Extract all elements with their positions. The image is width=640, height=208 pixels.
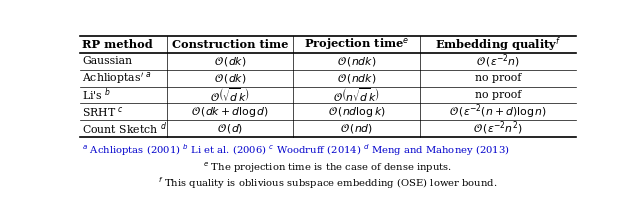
Text: $\mathcal{O}\,(nd)$: $\mathcal{O}\,(nd)$ (340, 122, 373, 135)
Text: $\mathcal{O}\left(\sqrt{d}k\right)$: $\mathcal{O}\left(\sqrt{d}k\right)$ (210, 87, 250, 104)
Text: SRHT $^c$: SRHT $^c$ (83, 105, 125, 119)
Text: $\mathcal{O}\,(ndk)$: $\mathcal{O}\,(ndk)$ (337, 72, 376, 85)
Text: RP method: RP method (83, 39, 153, 50)
Text: Projection time$^e$: Projection time$^e$ (304, 37, 409, 52)
Text: $^e$ The projection time is the case of dense inputs.: $^e$ The projection time is the case of … (204, 160, 452, 175)
Text: Count Sketch $^d$: Count Sketch $^d$ (83, 120, 168, 137)
Text: $\mathcal{O}\,(\varepsilon^{-2}(n+d)\log n)$: $\mathcal{O}\,(\varepsilon^{-2}(n+d)\log… (449, 103, 547, 121)
Text: Li's $^b$: Li's $^b$ (83, 87, 112, 103)
Text: $\mathcal{O}\,(nd\log k)$: $\mathcal{O}\,(nd\log k)$ (328, 105, 385, 119)
Text: $\mathcal{O}\left(n\sqrt{d}k\right)$: $\mathcal{O}\left(n\sqrt{d}k\right)$ (333, 87, 380, 104)
Text: $\mathcal{O}\,(dk)$: $\mathcal{O}\,(dk)$ (214, 55, 246, 68)
Text: no proof: no proof (475, 73, 521, 83)
Text: Embedding quality$^f$: Embedding quality$^f$ (435, 35, 561, 54)
Text: $\mathcal{O}\,(dk)$: $\mathcal{O}\,(dk)$ (214, 72, 246, 85)
Text: $\mathcal{O}\,(d)$: $\mathcal{O}\,(d)$ (217, 122, 243, 135)
Text: $\mathcal{O}\,(\varepsilon^{-2}n)$: $\mathcal{O}\,(\varepsilon^{-2}n)$ (476, 53, 520, 70)
Text: Construction time: Construction time (172, 39, 288, 50)
Text: no proof: no proof (475, 90, 521, 100)
Text: $\mathcal{O}\,(\varepsilon^{-2}n^2)$: $\mathcal{O}\,(\varepsilon^{-2}n^2)$ (473, 120, 523, 137)
Text: $\mathcal{O}\,(dk+d\log d)$: $\mathcal{O}\,(dk+d\log d)$ (191, 105, 269, 119)
Text: Gaussian: Gaussian (83, 56, 132, 66)
Text: $^f$ This quality is oblivious subspace embedding (OSE) lower bound.: $^f$ This quality is oblivious subspace … (158, 176, 498, 191)
Text: $\mathcal{O}\,(ndk)$: $\mathcal{O}\,(ndk)$ (337, 55, 376, 68)
Text: $^a$ Achlioptas (2001) $^b$ Li et al. (2006) $^c$ Woodruff (2014) $^d$ Meng and : $^a$ Achlioptas (2001) $^b$ Li et al. (2… (83, 142, 510, 158)
Text: Achlioptas$^{\prime}$ $^a$: Achlioptas$^{\prime}$ $^a$ (83, 70, 152, 86)
